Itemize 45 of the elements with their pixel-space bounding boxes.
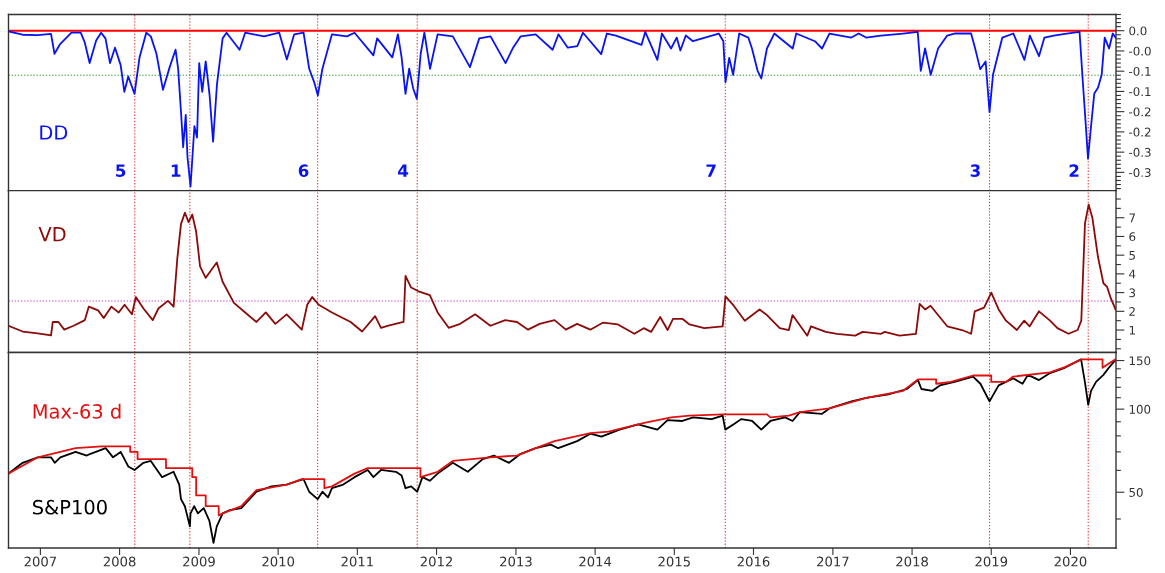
ref-line-label: 5	[116, 164, 126, 177]
text: VD	[38, 227, 66, 242]
y-tick-label: 100	[1129, 404, 1151, 414]
y-tick-label: 150	[1129, 356, 1151, 366]
x-tick-label: 2011	[341, 556, 373, 567]
y-tick-label: 3	[1129, 288, 1136, 298]
ref-line-label: 2	[1069, 164, 1079, 177]
ref-line-label: 4	[398, 164, 409, 177]
y-tick-label: -0.1	[1129, 66, 1151, 76]
x-tick-label: 2016	[737, 556, 770, 567]
x-tick-label: 2018	[896, 556, 928, 567]
x-tick-label: 2012	[420, 556, 452, 567]
text: DD	[40, 125, 68, 140]
x-tick-label: 2010	[262, 556, 295, 567]
x-tick-label: 2008	[103, 556, 136, 567]
y-tick-label: -0.2	[1129, 107, 1151, 117]
y-tick-label: -0.0	[1129, 46, 1151, 56]
x-tick-label: 2013	[500, 556, 532, 567]
ref-line-label: 7	[706, 164, 716, 177]
x-tick-label: 2007	[24, 556, 57, 567]
x-tick-label: 2015	[658, 556, 690, 567]
y-tick-label: 0.0	[1129, 26, 1147, 36]
y-tick-label: 1	[1129, 325, 1135, 335]
x-tick-label: 2009	[183, 556, 215, 567]
y-tick-label: -0.2	[1129, 127, 1151, 137]
y-tick-label: 4	[1129, 269, 1136, 279]
series-label: Max-63 d	[33, 403, 121, 419]
y-tick-label: 50	[1129, 487, 1143, 497]
ref-line-label: 3	[970, 164, 980, 177]
x-tick-label: 2014	[579, 556, 612, 567]
y-tick-label: 7	[1129, 213, 1135, 223]
x-tick-label: 2020	[1054, 556, 1087, 567]
y-tick-label: 2	[1129, 307, 1135, 316]
line-series	[8, 30, 1116, 188]
line-series	[8, 203, 1116, 337]
x-tick-label: 2017	[817, 556, 849, 567]
x-tick-label: 2019	[975, 556, 1008, 567]
y-tick-label: -0.3	[1129, 168, 1151, 178]
y-tick-label: -0.3	[1129, 147, 1151, 157]
ref-line-label: 1	[171, 164, 181, 177]
y-tick-label: 5	[1129, 251, 1135, 260]
series-label: S&P100	[33, 499, 107, 515]
y-tick-label: 6	[1129, 232, 1136, 242]
y-tick-label: -0.1	[1129, 87, 1151, 97]
ref-line-label: 6	[298, 164, 309, 177]
